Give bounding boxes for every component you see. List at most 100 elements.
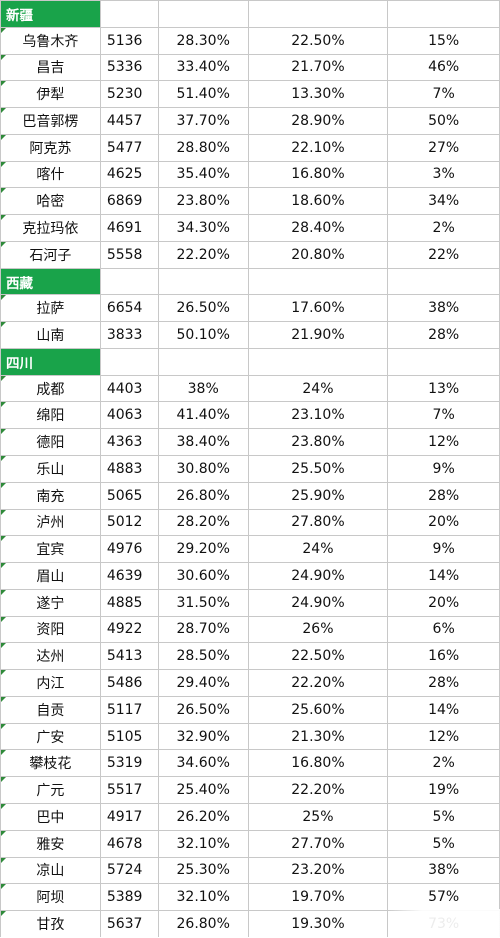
value-cell[interactable]: 4976 <box>99 535 159 564</box>
value-cell[interactable]: 6869 <box>99 187 159 216</box>
region-label[interactable]: 西藏 <box>0 267 101 296</box>
pct1-cell[interactable]: 26.50% <box>157 294 249 323</box>
pct3-cell[interactable]: 34% <box>387 187 500 216</box>
value-cell[interactable]: 5336 <box>99 53 159 82</box>
city-cell[interactable]: 伊犁 <box>0 80 101 109</box>
pct2-cell[interactable]: 25.50% <box>247 455 389 483</box>
value-cell[interactable]: 5012 <box>99 508 159 537</box>
pct2-cell[interactable]: 24.90% <box>247 588 389 617</box>
pct2-cell[interactable]: 21.90% <box>247 321 389 349</box>
city-cell[interactable]: 广元 <box>0 776 101 804</box>
pct2-cell[interactable]: 27.80% <box>247 508 389 537</box>
pct1-cell[interactable]: 37.70% <box>157 107 249 135</box>
city-cell[interactable]: 阿克苏 <box>0 133 101 162</box>
pct2-cell[interactable]: 25% <box>247 802 389 831</box>
pct3-cell[interactable]: 27% <box>387 133 500 162</box>
pct1-cell[interactable]: 25.30% <box>157 856 249 885</box>
value-cell[interactable]: 5065 <box>99 481 159 510</box>
pct2-cell[interactable]: 27.70% <box>247 829 389 858</box>
value-cell[interactable]: 5389 <box>99 883 159 912</box>
empty-cell[interactable] <box>387 347 500 376</box>
empty-cell[interactable] <box>99 267 159 296</box>
city-cell[interactable]: 拉萨 <box>0 294 101 323</box>
pct2-cell[interactable]: 17.60% <box>247 294 389 323</box>
pct3-cell[interactable]: 5% <box>387 802 500 831</box>
pct3-cell[interactable]: 14% <box>387 695 500 724</box>
pct3-cell[interactable]: 15% <box>387 26 500 55</box>
pct2-cell[interactable]: 19.70% <box>247 883 389 912</box>
pct2-cell[interactable]: 22.50% <box>247 26 389 55</box>
city-cell[interactable]: 眉山 <box>0 562 101 590</box>
pct1-cell[interactable]: 50.10% <box>157 321 249 349</box>
pct3-cell[interactable]: 7% <box>387 80 500 109</box>
pct2-cell[interactable]: 20.80% <box>247 240 389 269</box>
city-cell[interactable]: 甘孜 <box>0 910 101 937</box>
empty-cell[interactable] <box>157 0 249 28</box>
city-cell[interactable]: 泸州 <box>0 508 101 537</box>
pct2-cell[interactable]: 28.90% <box>247 107 389 135</box>
value-cell[interactable]: 4917 <box>99 802 159 831</box>
city-cell[interactable]: 德阳 <box>0 428 101 457</box>
pct3-cell[interactable]: 38% <box>387 294 500 323</box>
empty-cell[interactable] <box>157 267 249 296</box>
pct3-cell[interactable]: 28% <box>387 481 500 510</box>
value-cell[interactable]: 5486 <box>99 669 159 697</box>
pct1-cell[interactable]: 23.80% <box>157 187 249 216</box>
empty-cell[interactable] <box>387 0 500 28</box>
pct2-cell[interactable]: 21.70% <box>247 53 389 82</box>
pct3-cell[interactable]: 28% <box>387 669 500 697</box>
pct1-cell[interactable]: 34.60% <box>157 749 249 778</box>
empty-cell[interactable] <box>247 347 389 376</box>
value-cell[interactable]: 4678 <box>99 829 159 858</box>
value-cell[interactable]: 4363 <box>99 428 159 457</box>
pct1-cell[interactable]: 34.30% <box>157 214 249 242</box>
city-cell[interactable]: 凉山 <box>0 856 101 885</box>
value-cell[interactable]: 4922 <box>99 615 159 644</box>
city-cell[interactable]: 雅安 <box>0 829 101 858</box>
pct1-cell[interactable]: 26.50% <box>157 695 249 724</box>
pct1-cell[interactable]: 35.40% <box>157 160 249 189</box>
value-cell[interactable]: 5105 <box>99 722 159 751</box>
city-cell[interactable]: 昌吉 <box>0 53 101 82</box>
pct1-cell[interactable]: 30.60% <box>157 562 249 590</box>
pct3-cell[interactable]: 5% <box>387 829 500 858</box>
value-cell[interactable]: 4625 <box>99 160 159 189</box>
pct1-cell[interactable]: 28.50% <box>157 642 249 671</box>
pct1-cell[interactable]: 41.40% <box>157 401 249 430</box>
pct2-cell[interactable]: 25.90% <box>247 481 389 510</box>
city-cell[interactable]: 巴音郭楞 <box>0 107 101 135</box>
pct3-cell[interactable]: 19% <box>387 776 500 804</box>
empty-cell[interactable] <box>247 267 389 296</box>
pct2-cell[interactable]: 16.80% <box>247 160 389 189</box>
city-cell[interactable]: 乌鲁木齐 <box>0 26 101 55</box>
city-cell[interactable]: 山南 <box>0 321 101 349</box>
pct3-cell[interactable]: 20% <box>387 588 500 617</box>
pct2-cell[interactable]: 22.10% <box>247 133 389 162</box>
pct1-cell[interactable]: 38% <box>157 374 249 403</box>
pct3-cell[interactable]: 3% <box>387 160 500 189</box>
empty-cell[interactable] <box>387 267 500 296</box>
pct2-cell[interactable]: 24% <box>247 535 389 564</box>
pct1-cell[interactable]: 32.10% <box>157 883 249 912</box>
pct3-cell[interactable]: 14% <box>387 562 500 590</box>
value-cell[interactable]: 5477 <box>99 133 159 162</box>
value-cell[interactable]: 5413 <box>99 642 159 671</box>
city-cell[interactable]: 内江 <box>0 669 101 697</box>
value-cell[interactable]: 4063 <box>99 401 159 430</box>
city-cell[interactable]: 遂宁 <box>0 588 101 617</box>
pct1-cell[interactable]: 26.80% <box>157 481 249 510</box>
pct2-cell[interactable]: 22.20% <box>247 669 389 697</box>
city-cell[interactable]: 资阳 <box>0 615 101 644</box>
pct1-cell[interactable]: 32.90% <box>157 722 249 751</box>
pct3-cell[interactable]: 6% <box>387 615 500 644</box>
pct3-cell[interactable]: 50% <box>387 107 500 135</box>
pct2-cell[interactable]: 24.90% <box>247 562 389 590</box>
pct2-cell[interactable]: 21.30% <box>247 722 389 751</box>
pct2-cell[interactable]: 13.30% <box>247 80 389 109</box>
value-cell[interactable]: 5637 <box>99 910 159 937</box>
value-cell[interactable]: 5724 <box>99 856 159 885</box>
pct2-cell[interactable]: 28.40% <box>247 214 389 242</box>
pct3-cell[interactable]: 9% <box>387 535 500 564</box>
pct1-cell[interactable]: 25.40% <box>157 776 249 804</box>
city-cell[interactable]: 广安 <box>0 722 101 751</box>
